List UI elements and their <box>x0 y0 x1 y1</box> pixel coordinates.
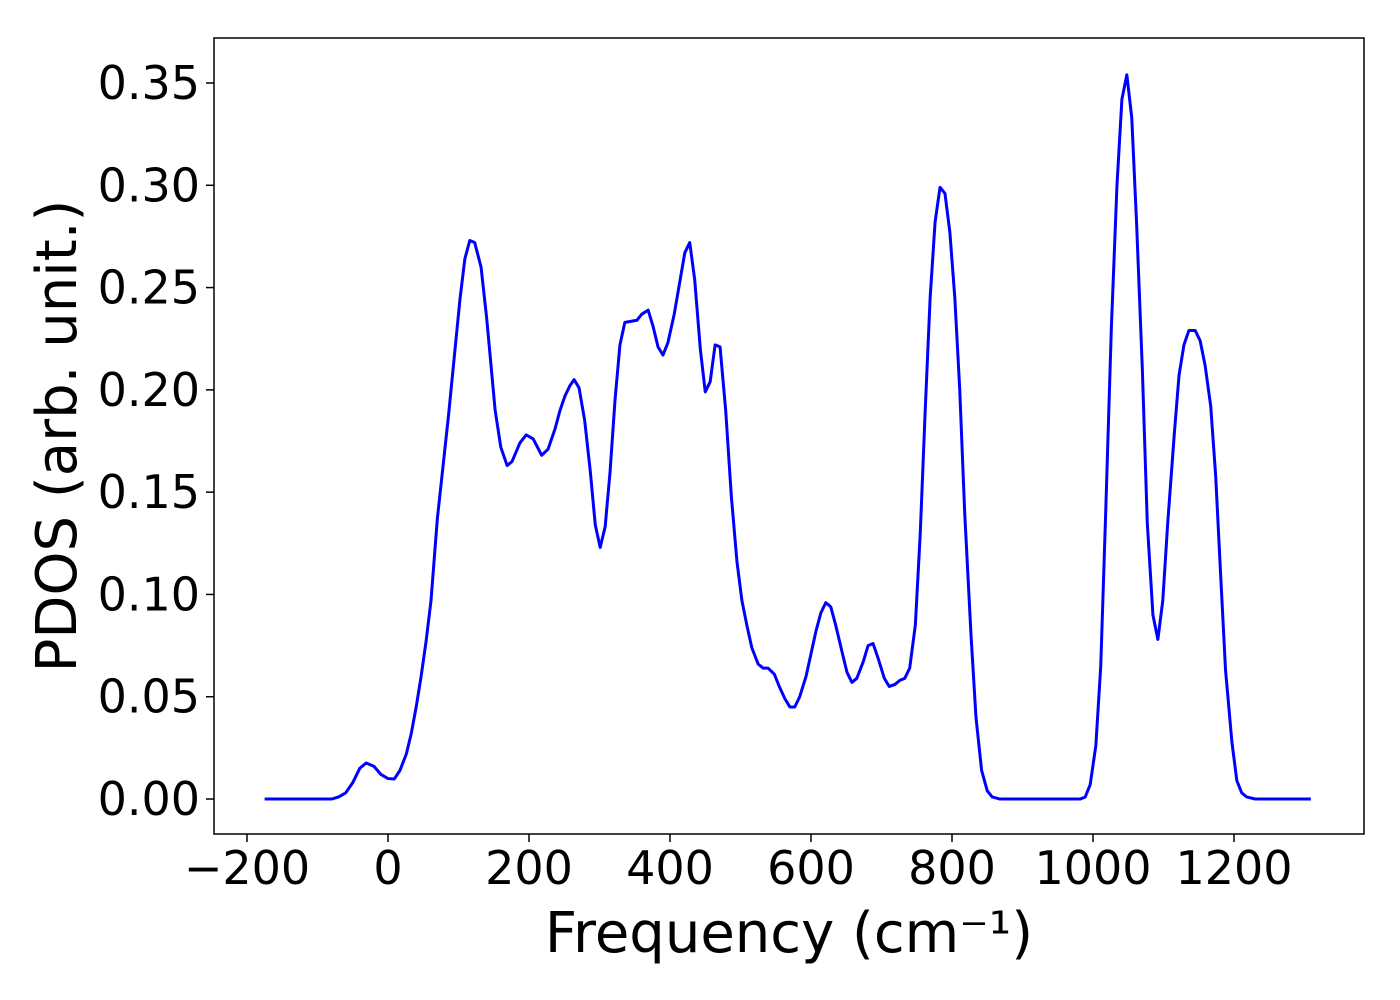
x-tick-label: 800 <box>908 841 996 895</box>
y-tick-label: 0.35 <box>98 56 200 110</box>
x-tick-label: 0 <box>373 841 402 895</box>
y-tick-label: 0.20 <box>98 363 200 417</box>
y-tick-label: 0.10 <box>98 567 200 621</box>
line-series <box>264 73 1311 801</box>
x-axis-label: Frequency (cm⁻¹) <box>545 901 1033 966</box>
y-tick-label: 0.00 <box>98 772 200 826</box>
y-tick-label: 0.25 <box>98 261 200 315</box>
x-tick-label: −200 <box>184 841 310 895</box>
y-tick-label: 0.15 <box>98 465 200 519</box>
x-tick-label: 1200 <box>1175 841 1292 895</box>
x-tick-label: 200 <box>485 841 573 895</box>
y-tick-label: 0.05 <box>98 670 200 724</box>
x-tick-label: 600 <box>767 841 855 895</box>
x-tick-label: 400 <box>626 841 714 895</box>
plot-frame <box>213 37 1365 835</box>
y-tick-label: 0.30 <box>98 158 200 212</box>
x-tick-label: 1000 <box>1034 841 1151 895</box>
y-axis-label: PDOS (arb. unit.) <box>25 200 90 673</box>
